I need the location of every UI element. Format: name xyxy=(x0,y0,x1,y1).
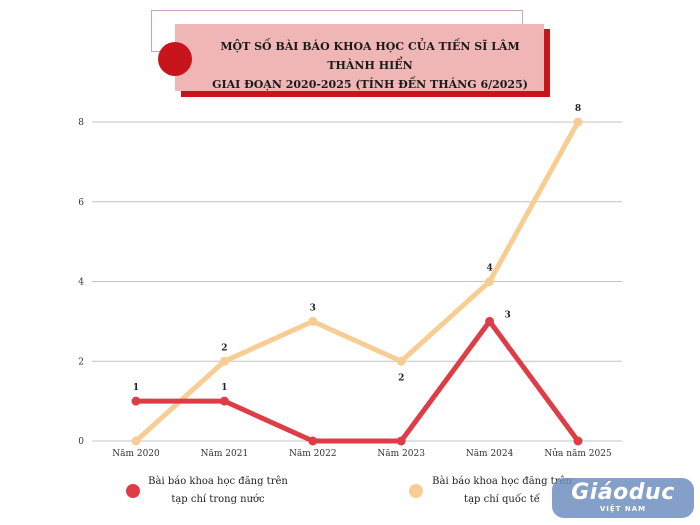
y-tick-label: 2 xyxy=(78,357,84,367)
legend-marker-domestic xyxy=(126,484,140,498)
data-label-international: 3 xyxy=(310,303,316,313)
legend-label-domestic: Bài báo khoa học đăng trên tạp chí trong… xyxy=(148,473,288,509)
x-tick-label: Năm 2023 xyxy=(377,448,425,459)
legend-label-domestic-line-2: tạp chí trong nước xyxy=(171,494,265,505)
y-tick-label: 0 xyxy=(78,437,84,447)
x-tick-label: Năm 2020 xyxy=(112,448,160,459)
x-tick-label: Nửa năm 2025 xyxy=(544,448,612,459)
x-tick-label: Năm 2024 xyxy=(466,448,514,459)
data-point-domestic xyxy=(396,436,406,446)
data-label-domestic: 1 xyxy=(133,383,139,393)
data-point-international xyxy=(219,356,229,366)
title-bullet-icon xyxy=(158,42,192,76)
data-label-international: 8 xyxy=(575,104,581,114)
legend-label-international-line-2: tạp chí quốc tế xyxy=(464,494,540,505)
logo-wordmark: Giáoduc xyxy=(571,480,675,505)
y-tick-label: 8 xyxy=(78,118,84,128)
giaoduc-logo: Giáoduc VIỆT NAM xyxy=(552,478,694,518)
data-label-international: 2 xyxy=(221,343,227,353)
data-point-domestic xyxy=(308,436,318,446)
data-point-international xyxy=(308,316,318,326)
data-point-domestic xyxy=(131,396,141,406)
data-point-international xyxy=(131,436,141,446)
series-line-domestic xyxy=(133,318,581,444)
data-point-domestic xyxy=(573,436,583,446)
title-box xyxy=(175,24,544,91)
data-point-international xyxy=(573,117,583,127)
series-line-international xyxy=(133,119,581,444)
data-point-international xyxy=(485,277,495,286)
logo-subtitle: VIỆT NAM xyxy=(599,505,647,513)
chart-title-line-2: GIAI ĐOẠN 2020-2025 (TÍNH ĐẾN THÁNG 6/20… xyxy=(212,78,528,91)
y-tick-label: 4 xyxy=(78,278,84,288)
legend-label-international-line-1: Bài báo khoa học đăng trên xyxy=(432,476,572,487)
x-tick-label: Năm 2021 xyxy=(201,448,249,459)
chart-title: MỘT SỐ BÀI BÁO KHOA HỌC CỦA TIẾN SĨ LÂM … xyxy=(200,37,540,94)
data-point-domestic xyxy=(219,396,229,406)
chart-title-line-1: MỘT SỐ BÀI BÁO KHOA HỌC CỦA TIẾN SĨ LÂM … xyxy=(220,40,520,72)
data-label-domestic: 3 xyxy=(504,310,510,320)
legend-marker-international xyxy=(409,484,423,498)
y-tick-label: 6 xyxy=(78,198,84,208)
legend-label-domestic-line-1: Bài báo khoa học đăng trên xyxy=(148,476,288,487)
data-point-international xyxy=(396,356,406,366)
data-label-international: 4 xyxy=(486,264,492,274)
data-label-international: 2 xyxy=(398,373,404,383)
legend-label-international: Bài báo khoa học đăng trên tạp chí quốc … xyxy=(432,473,572,509)
x-tick-label: Năm 2022 xyxy=(289,448,337,459)
data-point-domestic xyxy=(485,316,495,326)
data-label-domestic: 1 xyxy=(221,383,227,393)
